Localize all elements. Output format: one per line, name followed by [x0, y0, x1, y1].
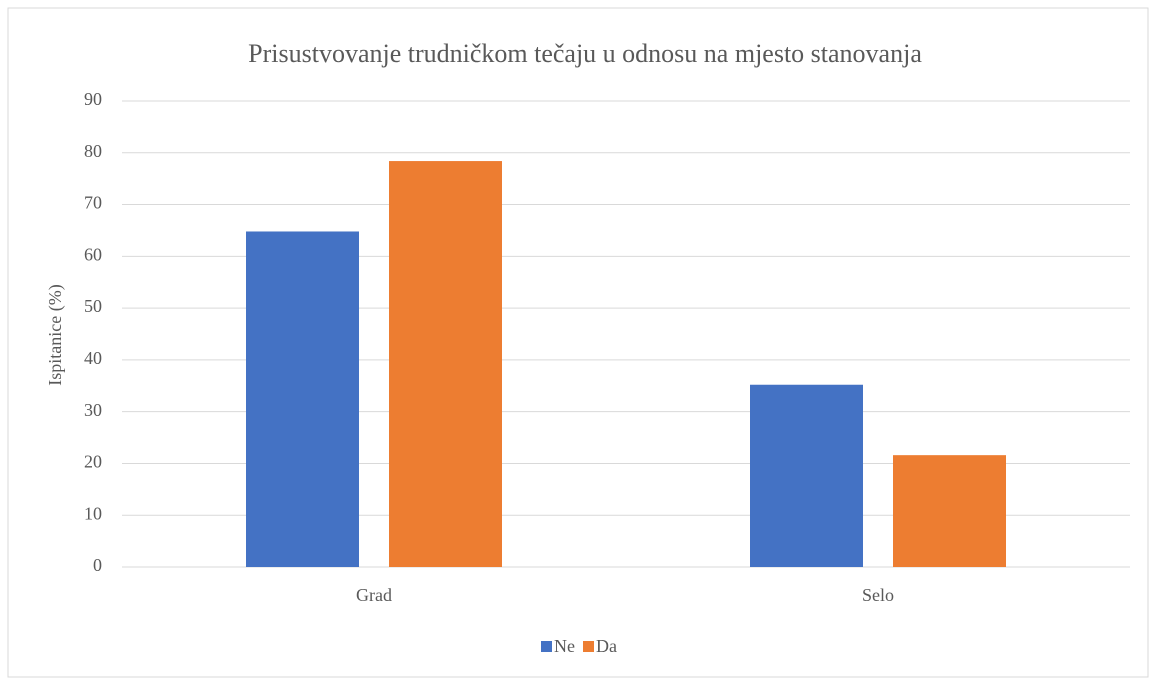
y-axis-label: Ispitanice (%) — [45, 284, 66, 385]
legend-swatch — [541, 641, 552, 652]
y-tick-label: 70 — [84, 193, 102, 213]
y-tick-label: 60 — [84, 244, 102, 264]
y-tick-label: 20 — [84, 452, 102, 472]
legend-label: Da — [596, 636, 617, 656]
bar — [246, 231, 359, 568]
y-tick-label: 10 — [84, 503, 102, 523]
y-tick-label: 50 — [84, 296, 102, 316]
x-tick-label: Grad — [356, 585, 392, 605]
y-tick-label: 90 — [84, 89, 102, 109]
chart-frame — [7, 7, 1149, 678]
legend-swatch — [583, 641, 594, 652]
x-tick-label: Selo — [862, 585, 894, 605]
bar — [893, 455, 1006, 567]
bar — [389, 161, 502, 567]
y-tick-label: 40 — [84, 348, 102, 368]
y-tick-label: 30 — [84, 400, 102, 420]
y-tick-label: 0 — [93, 555, 102, 575]
y-tick-label: 80 — [84, 141, 102, 161]
legend-label: Ne — [554, 636, 575, 656]
chart-title: Prisustvovanje trudničkom tečaju u odnos… — [248, 39, 922, 68]
bar — [750, 384, 863, 567]
